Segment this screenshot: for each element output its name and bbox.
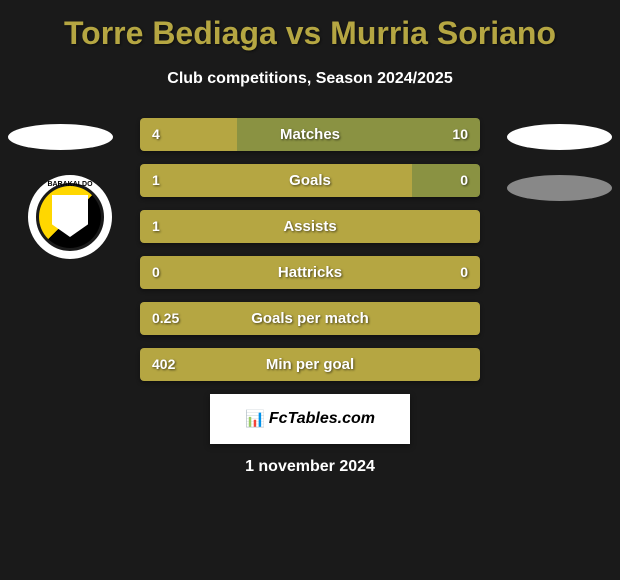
stat-row: 0 Hattricks 0	[140, 256, 480, 289]
chart-icon: 📊	[245, 409, 265, 429]
stat-row: 4 Matches 10	[140, 118, 480, 151]
club-right-placeholder	[507, 175, 612, 201]
value-right: 0	[460, 164, 468, 197]
stat-label: Matches	[140, 118, 480, 151]
main-container: Torre Bediaga vs Murria Soriano Club com…	[0, 0, 620, 486]
stat-label: Min per goal	[140, 348, 480, 381]
footer-date: 1 november 2024	[0, 458, 620, 476]
value-right: 10	[452, 118, 468, 151]
stat-row: 1 Goals 0	[140, 164, 480, 197]
page-title: Torre Bediaga vs Murria Soriano	[0, 15, 620, 52]
footer-brand-box: 📊 FcTables.com	[210, 394, 410, 444]
player-left-placeholder	[8, 124, 113, 150]
stat-label: Assists	[140, 210, 480, 243]
subtitle: Club competitions, Season 2024/2025	[0, 70, 620, 88]
stat-label: Hattricks	[140, 256, 480, 289]
player-right-placeholder	[507, 124, 612, 150]
stat-row: 0.25 Goals per match	[140, 302, 480, 335]
stat-row: 1 Assists	[140, 210, 480, 243]
badge-text: BARAKALDO	[28, 181, 112, 188]
stat-label: Goals per match	[140, 302, 480, 335]
brand-logo: FcTables.com	[269, 410, 375, 428]
stat-row: 402 Min per goal	[140, 348, 480, 381]
stat-label: Goals	[140, 164, 480, 197]
club-left-badge: BARAKALDO	[28, 175, 112, 265]
value-right: 0	[460, 256, 468, 289]
